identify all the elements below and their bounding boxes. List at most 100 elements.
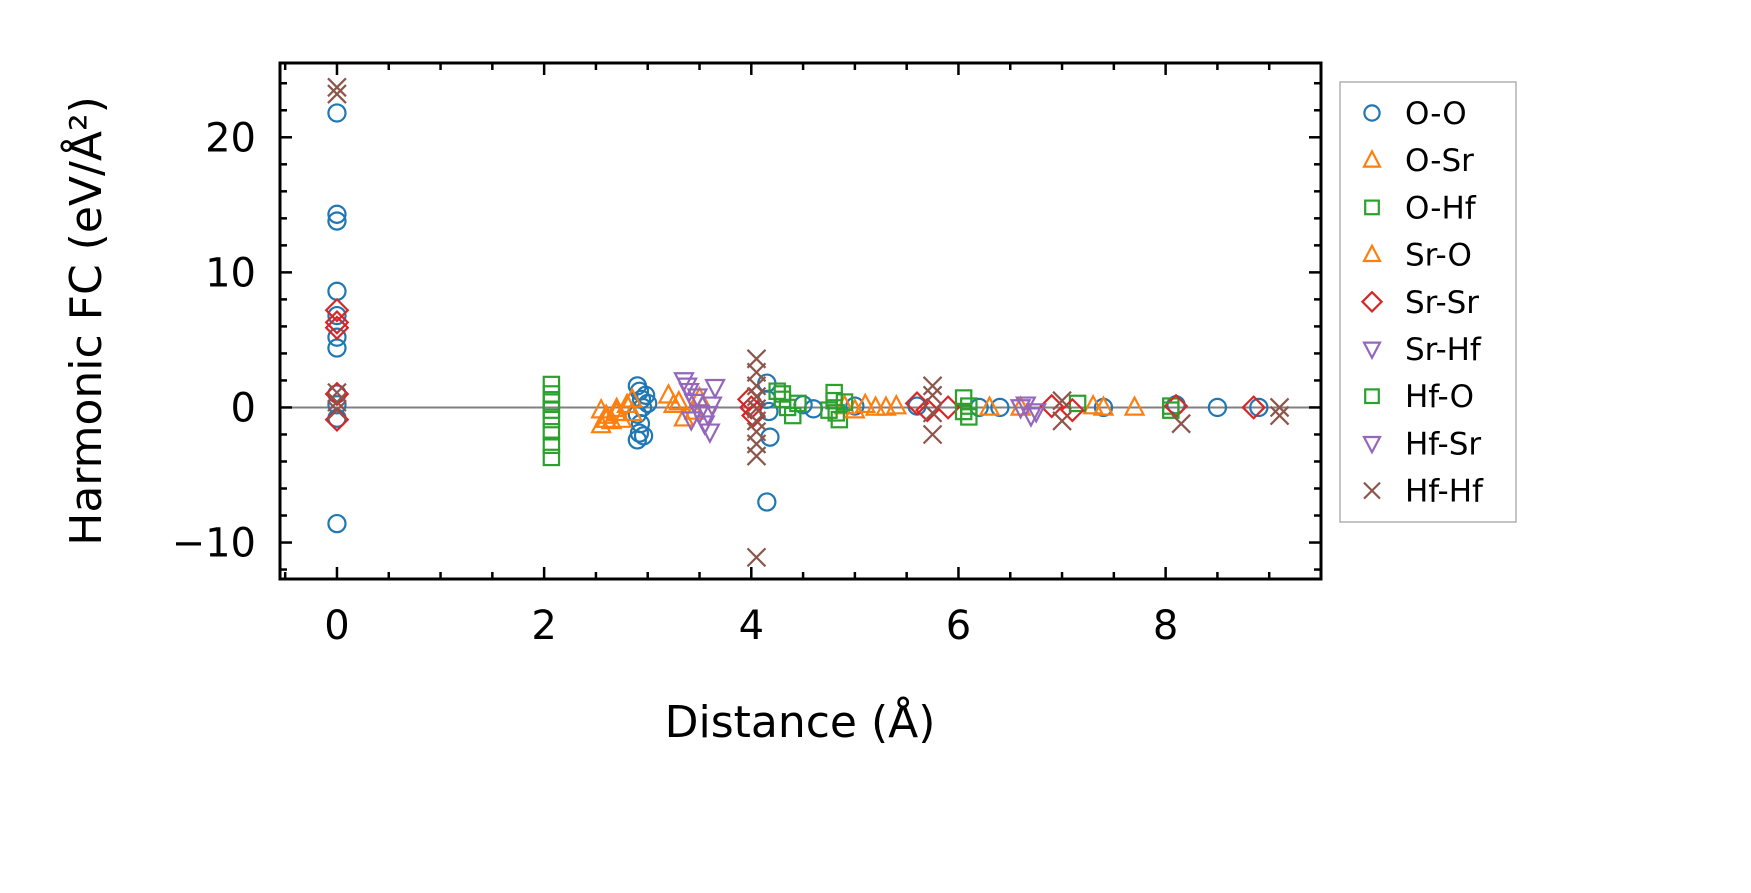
- point-o-o: [757, 492, 777, 512]
- point-sr-hf: [1025, 403, 1047, 424]
- point-o-o: [845, 396, 865, 416]
- point-sr-sr: [915, 397, 940, 423]
- point-sr-sr: [324, 309, 350, 335]
- point-hf-hf: [327, 382, 347, 403]
- point-hf-sr: [676, 377, 698, 399]
- point-o-o: [327, 281, 347, 301]
- point-o-hf: [1068, 394, 1087, 413]
- point-o-o: [803, 399, 824, 419]
- legend-label-hf-hf: Hf-Hf: [1405, 474, 1484, 510]
- point-hf-hf: [1269, 405, 1290, 426]
- legend-label-o-hf: O-Hf: [1405, 190, 1477, 226]
- point-sr-hf: [1014, 396, 1037, 418]
- point-o-sr: [667, 389, 690, 411]
- point-sr-sr: [904, 391, 930, 416]
- x-tick-label: 8: [1153, 603, 1178, 649]
- point-o-o: [327, 338, 347, 358]
- point-sr-sr: [324, 297, 350, 323]
- y-tick-label: 10: [205, 250, 256, 296]
- point-o-o: [327, 513, 347, 534]
- point-sr-o: [1092, 395, 1115, 416]
- point-hf-hf: [922, 376, 943, 396]
- point-o-o: [1207, 397, 1228, 418]
- point-hf-sr: [701, 396, 723, 418]
- legend-marker-sr-o: [1362, 243, 1382, 263]
- point-hf-o: [1162, 401, 1180, 419]
- point-hf-hf: [746, 446, 767, 466]
- point-hf-o: [789, 394, 807, 413]
- point-hf-hf: [327, 400, 347, 420]
- point-sr-sr: [1060, 397, 1085, 423]
- point-hf-hf: [1052, 411, 1072, 431]
- x-tick-label: 6: [946, 603, 971, 649]
- point-hf-hf: [1269, 397, 1290, 418]
- point-hf-hf: [1171, 413, 1191, 434]
- point-o-o: [327, 211, 347, 231]
- point-hf-hf: [922, 385, 943, 406]
- point-o-hf: [960, 408, 978, 426]
- point-o-o: [1249, 397, 1269, 418]
- point-sr-o: [595, 407, 618, 428]
- point-sr-sr: [738, 395, 764, 420]
- point-sr-o: [590, 412, 612, 434]
- point-hf-hf: [922, 424, 943, 445]
- point-sr-hf: [704, 378, 726, 400]
- y-axis-title: Harmonic FC (eV/Å²): [59, 96, 112, 546]
- point-o-hf: [542, 375, 561, 394]
- point-o-hf: [542, 401, 561, 419]
- y-tick-label: 0: [231, 385, 256, 431]
- legend-marker-sr-hf: [1362, 341, 1382, 361]
- point-hf-o: [835, 393, 854, 411]
- point-o-sr: [854, 392, 877, 414]
- point-o-hf: [783, 406, 802, 425]
- point-sr-hf: [699, 423, 721, 445]
- point-o-o: [635, 385, 656, 405]
- legend-marker-hf-o: [1364, 388, 1380, 405]
- legend-label-sr-hf: Sr-Hf: [1405, 332, 1482, 368]
- point-hf-hf: [746, 376, 767, 396]
- legend-label-hf-sr: Hf-Sr: [1405, 426, 1481, 462]
- point-hf-hf: [746, 547, 767, 568]
- point-o-hf: [542, 436, 561, 455]
- legend-label-o-o: O-O: [1405, 96, 1467, 132]
- y-tick-label: 20: [205, 115, 256, 161]
- data-points: [324, 77, 1290, 568]
- legend-marker-hf-sr: [1362, 435, 1382, 455]
- point-o-hf: [960, 397, 978, 415]
- point-hf-o: [954, 402, 973, 421]
- point-o-sr: [683, 399, 706, 420]
- point-hf-hf: [327, 392, 347, 412]
- point-o-o: [990, 397, 1010, 418]
- point-hf-hf: [1052, 390, 1072, 411]
- legend-label-o-sr: O-Sr: [1405, 143, 1474, 179]
- y-tick-label: −10: [172, 521, 256, 567]
- point-o-sr: [978, 395, 1001, 416]
- point-o-hf: [830, 410, 849, 429]
- point-hf-sr: [1020, 407, 1042, 428]
- point-hf-hf: [746, 411, 767, 431]
- point-sr-o: [864, 395, 887, 416]
- x-axis-title: Distance (Å): [665, 695, 936, 748]
- legend: O-O O-Sr O-Hf Sr-O Sr-Sr Sr-Hf Hf-O Hf-Sr Hf-Hf: [1339, 81, 1517, 523]
- point-o-o: [327, 103, 347, 123]
- plot-frame: [278, 61, 1323, 581]
- point-sr-o: [1123, 395, 1146, 416]
- point-hf-hf: [922, 403, 943, 423]
- point-hf-o: [773, 385, 792, 403]
- point-sr-sr: [1241, 395, 1267, 420]
- point-sr-sr: [324, 315, 350, 341]
- legend-marker-sr-sr: [1360, 290, 1384, 313]
- point-o-o: [633, 426, 654, 446]
- legend-label-sr-o: Sr-O: [1405, 238, 1472, 274]
- legend-marker-o-hf: [1364, 199, 1380, 216]
- point-sr-hf: [688, 404, 711, 426]
- point-hf-hf: [327, 84, 347, 104]
- point-o-o: [327, 395, 347, 415]
- point-sr-o: [621, 400, 644, 422]
- point-o-sr: [1082, 393, 1104, 415]
- point-sr-o: [673, 405, 695, 427]
- point-sr-sr: [324, 381, 350, 407]
- x-tick-label: 4: [739, 603, 764, 649]
- legend-label-sr-sr: Sr-Sr: [1405, 285, 1479, 321]
